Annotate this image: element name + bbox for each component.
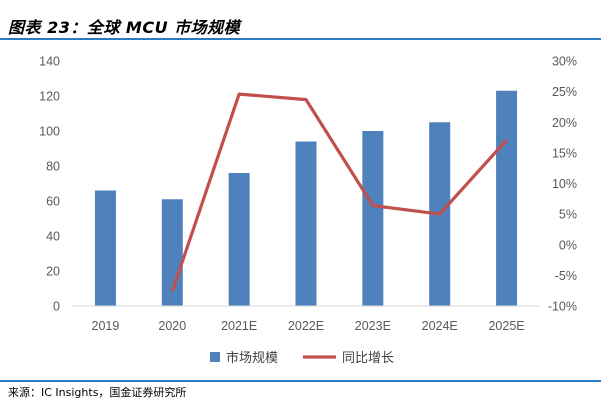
y-right-tick-label: 15% [552,146,577,160]
growth-line [170,92,508,292]
x-tick-label: 2023E [355,319,391,333]
x-tick-label: 2019 [92,319,120,333]
x-tick-label: 2022E [288,319,324,333]
source-note: 来源：IC Insights，国金证券研究所 [8,386,187,399]
y-left-tick-label: 60 [46,195,60,209]
y-left-tick-label: 80 [46,160,60,174]
x-tick-label: 2024E [422,319,458,333]
legend-bar-swatch [210,352,220,362]
bar-2019 [94,190,116,306]
y-right-tick-label: -5% [555,269,577,283]
y-right-tick-label: -10% [548,300,577,314]
legend-line-label: 同比增长 [342,351,394,366]
chart: 2019 2020 2021E 2022E 2023E 2024E 2025E 0 20 40 6… [39,55,577,367]
y-right-tick-label: 10% [552,177,577,191]
y-left-tick-label: 120 [39,90,60,104]
bar-2021E [228,173,250,306]
y-right-tick-label: 5% [559,208,577,222]
y-right-tick-label: 30% [552,55,577,69]
x-tick-label: 2025E [488,319,524,333]
legend: 市场规模 同比增长 [210,350,394,366]
x-tick-label: 2021E [221,319,257,333]
legend-bar-label: 市场规模 [226,350,278,366]
y-left-tick-label: 100 [39,125,60,139]
y-left-tick-label: 20 [46,265,60,279]
title-rule [0,38,601,40]
y-left-tick-label: 0 [53,300,60,314]
y-right-tick-label: 25% [552,85,577,99]
y-right-tick-label: 20% [552,116,577,130]
y-left-tick-label: 140 [39,55,60,69]
bar-2022E [295,141,317,306]
x-tick-label: 2020 [158,319,186,333]
bar-2023E [362,131,384,306]
bar-2025E [496,90,518,306]
figure-title: 图表 23：全球 MCU 市场规模 [8,18,241,37]
y-left-tick-label: 40 [46,230,60,244]
y-right-tick-label: 0% [559,238,577,252]
source-rule [0,380,601,382]
